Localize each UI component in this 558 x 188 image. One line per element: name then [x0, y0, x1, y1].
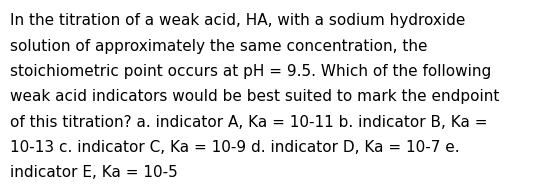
- Text: of this titration? a. indicator A, Ka = 10-11 b. indicator B, Ka =: of this titration? a. indicator A, Ka = …: [10, 115, 488, 130]
- Text: weak acid indicators would be best suited to mark the endpoint: weak acid indicators would be best suite…: [10, 89, 499, 104]
- Text: In the titration of a weak acid, HA, with a sodium hydroxide: In the titration of a weak acid, HA, wit…: [10, 13, 465, 28]
- Text: 10-13 c. indicator C, Ka = 10-9 d. indicator D, Ka = 10-7 e.: 10-13 c. indicator C, Ka = 10-9 d. indic…: [10, 140, 460, 155]
- Text: solution of approximately the same concentration, the: solution of approximately the same conce…: [10, 39, 427, 54]
- Text: stoichiometric point occurs at pH = 9.5. Which of the following: stoichiometric point occurs at pH = 9.5.…: [10, 64, 491, 79]
- Text: indicator E, Ka = 10-5: indicator E, Ka = 10-5: [10, 165, 178, 180]
